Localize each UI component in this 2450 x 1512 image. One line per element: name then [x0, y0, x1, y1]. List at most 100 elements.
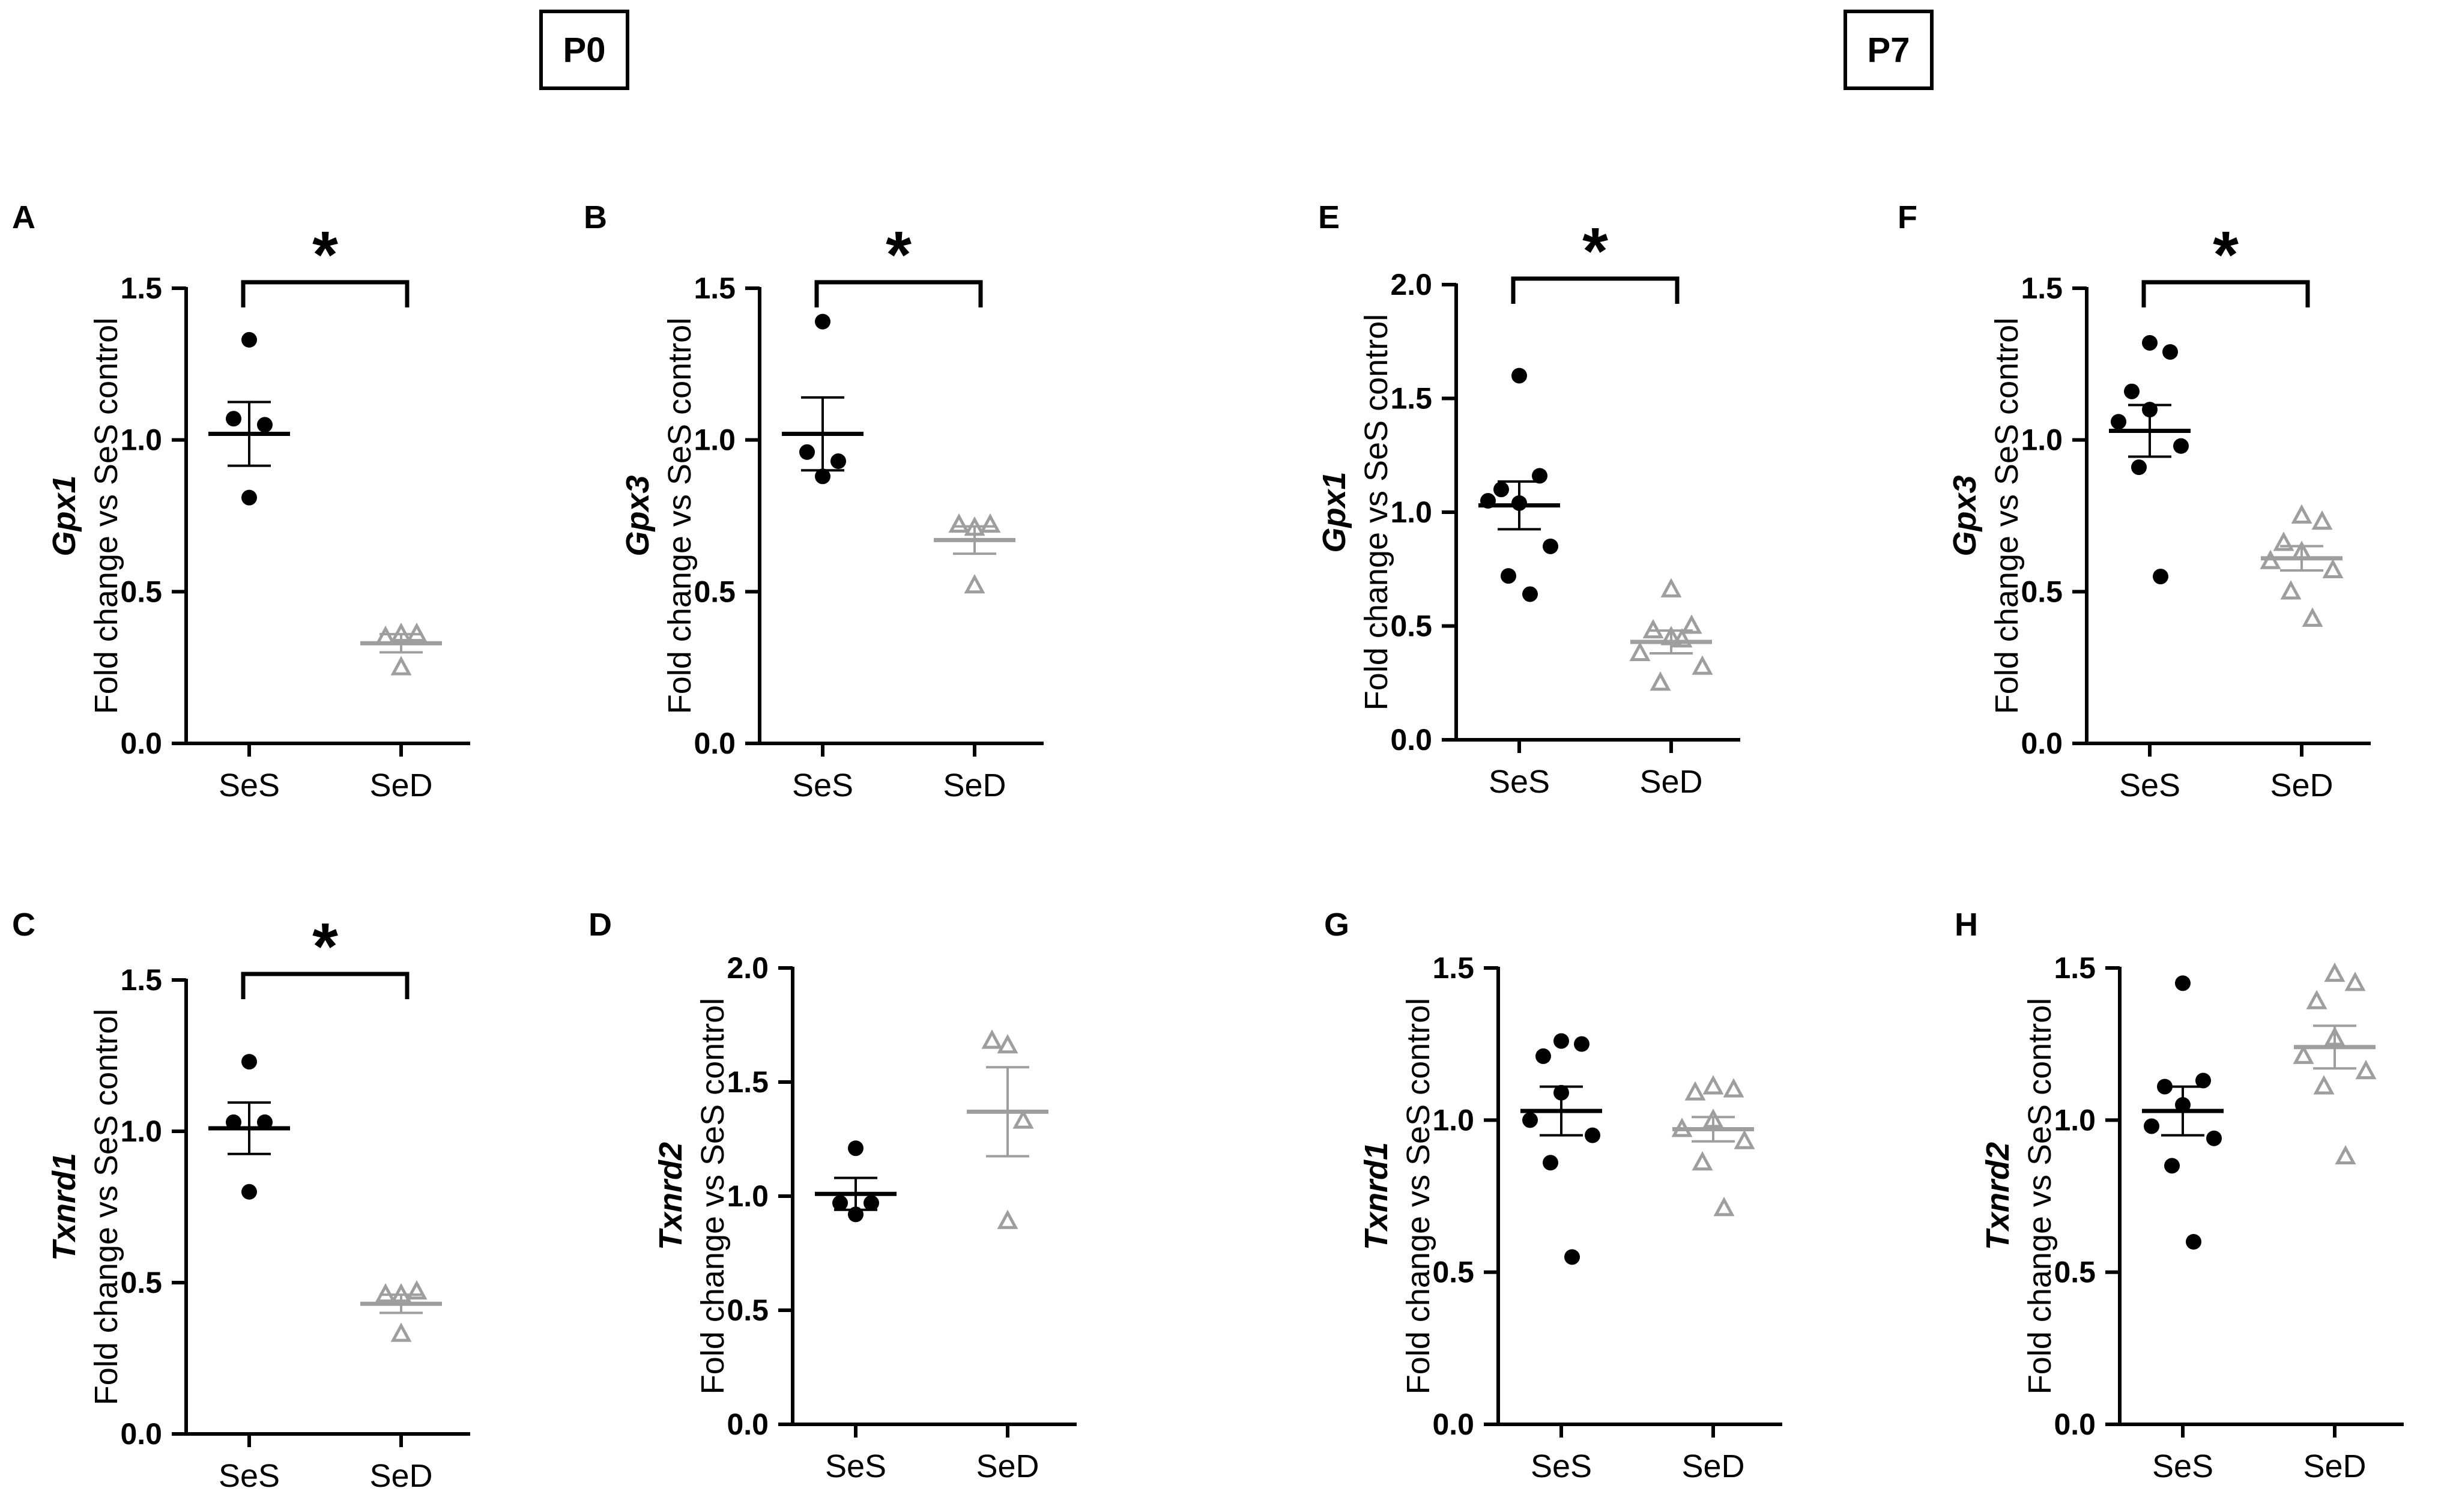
- data-point: [1543, 1155, 1558, 1171]
- panel-letter: H: [1955, 907, 1978, 943]
- data-point: [2306, 990, 2328, 1009]
- significance-bracket: *: [241, 910, 410, 999]
- sem-error-bar: [1540, 1085, 1583, 1137]
- series-SeS: [1478, 367, 1560, 602]
- panel-D: D 0.0 0.5 1.0 1.5 2.0 SeS SeD Txnrd2 Fold change …: [588, 907, 1077, 1484]
- data-point: [815, 468, 830, 485]
- series-SeD: [360, 1280, 442, 1342]
- data-point: [1543, 538, 1558, 554]
- bracket-line: [241, 972, 410, 999]
- y-axis-label: Fold change vs SeS control: [2022, 998, 2058, 1394]
- y-tick-label: 0.0: [727, 1408, 769, 1441]
- header-p0: P0: [539, 10, 629, 90]
- y-tick-label: 2.0: [1390, 268, 1432, 301]
- data-point: [2164, 1158, 2180, 1174]
- data-point: [1702, 1075, 1724, 1095]
- significance-bracket: *: [241, 218, 410, 307]
- data-point: [390, 1322, 412, 1342]
- data-point: [2293, 1044, 2314, 1064]
- panel-G: G 0.0 0.5 1.0 1.5 SeS SeD Txnrd1 Fold change vs …: [1324, 907, 1782, 1484]
- data-point: [997, 1209, 1018, 1229]
- data-point: [1713, 1197, 1735, 1217]
- x-tick-label: SeD: [2270, 767, 2333, 803]
- significance-star: *: [2213, 218, 2239, 292]
- x-tick-label: SeS: [1489, 764, 1550, 800]
- data-point: [1692, 1151, 1713, 1171]
- sem-error-bar: [2280, 545, 2323, 572]
- panel-C: C 0.0 0.5 1.0 1.5 SeS SeD Txnrd1 Fold change vs …: [12, 907, 470, 1494]
- panel-E: E 0.0 0.5 1.0 1.5 2.0 SeS SeD Gpx1 Fold change vs…: [1316, 199, 1740, 800]
- data-point: [1650, 671, 1671, 691]
- y-tick-label: 1.5: [2054, 951, 2096, 985]
- data-point: [1522, 586, 1538, 602]
- series-SeS: [815, 1140, 897, 1223]
- x-tick-label: SeD: [369, 1458, 432, 1494]
- series-SeS: [782, 313, 864, 485]
- data-point: [815, 313, 830, 330]
- y-tick-label: 1.0: [694, 423, 736, 457]
- y-tick-label: 0.5: [2021, 575, 2063, 608]
- y-axis-gene-label: Gpx1: [46, 475, 82, 556]
- data-point: [2173, 438, 2189, 454]
- data-point: [964, 573, 985, 594]
- y-tick-label: 1.5: [694, 271, 736, 305]
- series-SeS: [2142, 975, 2224, 1250]
- y-tick-label: 1.0: [727, 1179, 769, 1213]
- y-tick-label: 0.5: [727, 1293, 769, 1327]
- x-tick-label: SeS: [219, 767, 280, 803]
- panel-letter: B: [584, 199, 607, 235]
- data-point: [226, 411, 241, 427]
- data-point: [2142, 334, 2158, 351]
- y-tick-label: 1.5: [120, 963, 162, 997]
- data-point: [1493, 482, 1509, 498]
- data-point: [2144, 1118, 2159, 1134]
- data-point: [2273, 531, 2294, 551]
- bracket-line: [241, 280, 410, 307]
- y-axis-label: Fold change vs SeS control: [1400, 998, 1436, 1394]
- data-point: [1629, 641, 1651, 661]
- data-point: [2313, 1075, 2335, 1095]
- x-tick-label: SeD: [1681, 1448, 1744, 1484]
- x-tick-label: SeS: [2119, 767, 2180, 803]
- sem-error-bar: [2128, 404, 2171, 458]
- significance-bracket: *: [1511, 214, 1680, 304]
- y-tick-label: 1.0: [2021, 423, 2063, 457]
- header-p7: P7: [1844, 10, 1934, 90]
- data-point: [257, 417, 273, 433]
- data-point: [2111, 414, 2126, 430]
- y-tick-label: 1.0: [120, 1114, 162, 1148]
- data-point: [1671, 627, 1693, 648]
- data-point: [1585, 1127, 1600, 1143]
- data-point: [979, 513, 1001, 533]
- sem-error-bar: [1650, 629, 1693, 655]
- data-point: [241, 1184, 257, 1200]
- sem-error-bar: [2313, 1024, 2356, 1070]
- series-SeS: [1520, 1033, 1602, 1265]
- data-point: [241, 1054, 257, 1070]
- y-tick-label: 1.0: [120, 423, 162, 457]
- series-SeD: [1671, 1075, 1755, 1217]
- y-axis-label: Fold change vs SeS control: [88, 1009, 124, 1405]
- data-point: [2162, 344, 2178, 360]
- data-point: [1692, 655, 1713, 675]
- data-point: [948, 513, 970, 533]
- sem-error-bar: [380, 1293, 423, 1314]
- x-tick-label: SeS: [1531, 1448, 1592, 1484]
- data-point: [2324, 962, 2346, 982]
- series-SeD: [2293, 962, 2377, 1165]
- significance-star: *: [312, 910, 338, 984]
- data-point: [241, 331, 257, 348]
- data-point: [2322, 558, 2344, 578]
- series-SeD: [1629, 578, 1713, 691]
- data-point: [2186, 1234, 2201, 1250]
- y-tick-label: 0.0: [120, 1417, 162, 1451]
- y-axis-label: Fold change vs SeS control: [662, 318, 698, 714]
- data-point: [1012, 1109, 1034, 1129]
- sem-error-bar: [986, 1066, 1029, 1158]
- panel-letter: E: [1318, 199, 1340, 235]
- sem-error-bar: [834, 1176, 877, 1211]
- x-tick-label: SeS: [2152, 1448, 2213, 1484]
- x-tick-label: SeS: [219, 1458, 280, 1494]
- x-tick-label: SeS: [792, 767, 853, 803]
- data-point: [1734, 1129, 1755, 1149]
